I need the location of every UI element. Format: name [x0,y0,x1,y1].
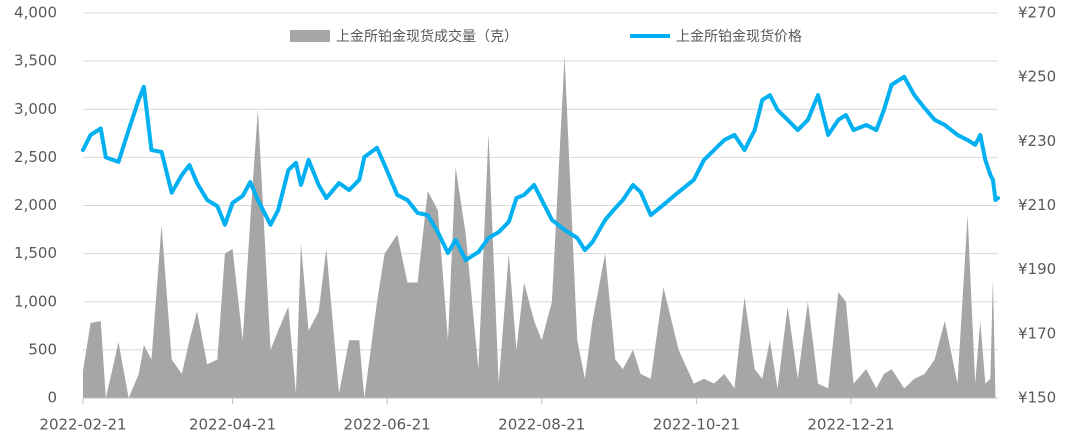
legend-swatch [290,30,330,42]
price-line [81,74,1000,263]
y-tick-label: 1,500 [14,244,57,262]
y2-tick-label: ¥150 [1018,389,1056,407]
legend-label: 上金所铂金现货价格 [676,28,802,45]
volume-area [83,56,998,398]
y-tick-label: 4,000 [14,4,57,22]
legend: 上金所铂金现货成交量（克） 上金所铂金现货价格 [290,28,802,45]
y-tick-label: 2,000 [14,196,57,214]
x-tick-label: 2022-04-21 [189,416,276,434]
y2-tick-label: ¥190 [1018,260,1056,278]
legend-label: 上金所铂金现货成交量（克） [336,28,518,45]
x-tick-label: 2022-10-21 [653,416,740,434]
y-tick-label: 1,000 [14,292,57,310]
y-tick-label: 0 [47,389,57,407]
y2-tick-label: ¥170 [1018,324,1056,342]
x-tick-label: 2022-02-21 [39,416,126,434]
x-tick-label: 2022-08-21 [498,416,585,434]
y-tick-label: 3,500 [14,52,57,70]
y2-tick-label: ¥210 [1018,196,1056,214]
y-tick-label: 2,500 [14,148,57,166]
y2-tick-label: ¥250 [1018,68,1056,86]
x-tick-label: 2022-12-21 [807,416,894,434]
y-tick-label: 3,000 [14,100,57,118]
y-tick-label: 500 [28,340,57,358]
y2-tick-label: ¥270 [1018,4,1056,22]
x-tick-label: 2022-06-21 [344,416,431,434]
y2-tick-label: ¥230 [1018,132,1056,150]
